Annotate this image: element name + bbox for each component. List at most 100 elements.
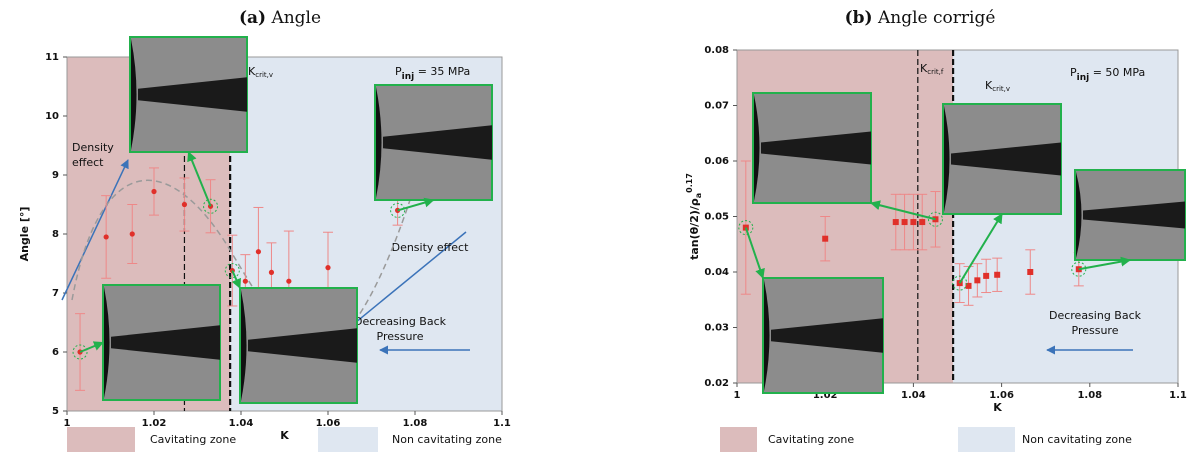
legend-swatch	[958, 427, 1015, 452]
spray-jet	[771, 318, 883, 353]
nozzle	[754, 95, 760, 201]
text-part: Angle [°]	[18, 207, 31, 262]
data-point	[910, 219, 917, 226]
y-tick-label: 7	[52, 288, 59, 299]
y-tick-label: 0.03	[704, 323, 729, 334]
y-tick-label: 6	[52, 347, 59, 358]
pressure-label: Pinj = 50 MPa	[1070, 66, 1145, 83]
critical-label: Kcrit,v	[248, 65, 273, 79]
link-arrow	[958, 213, 1003, 284]
text-part: crit,v	[255, 71, 273, 79]
y-axis-label: Angle [°]	[18, 207, 31, 262]
x-tick-label: 1.02	[813, 390, 838, 401]
highlight-ring	[224, 263, 240, 279]
y-tick-label: 9	[52, 170, 59, 181]
legend-label: Cavitating zone	[150, 433, 236, 446]
critical-label: Kcrit,f	[920, 62, 944, 76]
x-axis-label: K	[993, 401, 1002, 414]
x-tick-label: 1.08	[1077, 390, 1102, 401]
data-point	[892, 219, 899, 226]
link-arrow	[231, 270, 241, 289]
annotation: Decreasing Back	[1049, 309, 1142, 322]
legend-label: Non cavitating zone	[392, 433, 502, 446]
x-tick-label: 1.1	[1169, 390, 1187, 401]
nozzle	[104, 287, 110, 398]
y-tick-label: 0.05	[704, 212, 729, 223]
link-arrow	[1078, 256, 1131, 271]
text-part: K	[920, 62, 928, 75]
data-point	[965, 282, 972, 289]
data-point	[242, 278, 248, 284]
y-axis-label: tan(θ/2)/ρa0.17	[685, 173, 703, 260]
legend-swatch	[318, 427, 378, 452]
x-tick-label: 1.02	[142, 418, 167, 429]
spray-image	[762, 277, 884, 394]
spray-jet	[111, 325, 220, 360]
x-tick-label: 1.08	[403, 418, 428, 429]
data-point	[103, 234, 109, 240]
y-tick-label: 10	[45, 111, 59, 122]
spray-jet	[383, 125, 492, 160]
spray-jet	[951, 142, 1061, 176]
spray-jet	[248, 328, 357, 363]
nozzle	[944, 106, 950, 212]
spray-jet	[1083, 201, 1185, 229]
data-point	[181, 201, 188, 208]
text-part: Angle corrigé	[877, 8, 995, 28]
text-part: = 50 MPa	[1089, 66, 1145, 79]
text-part: = 35 MPa	[414, 65, 470, 78]
spray-image	[239, 287, 358, 404]
data-point	[268, 269, 275, 275]
link-arrow	[744, 227, 765, 279]
text-part: 0.17	[685, 173, 694, 193]
highlight-ring	[738, 220, 754, 236]
highlight-ring	[72, 344, 88, 360]
data-point	[286, 278, 292, 284]
x-tick-label: 1	[64, 418, 71, 429]
highlight-ring	[390, 202, 406, 218]
x-tick-label: 1.06	[316, 418, 341, 429]
data-point	[994, 271, 1001, 278]
spray-jet	[138, 77, 247, 112]
text-part: inj	[1077, 73, 1090, 83]
data-point	[1027, 269, 1034, 275]
x-tick-label: 1.06	[989, 390, 1014, 401]
y-tick-label: 0.06	[704, 156, 729, 167]
annotation: effect	[72, 156, 104, 169]
spray-image	[102, 284, 221, 401]
link-arrow	[870, 200, 936, 221]
text-part: a	[694, 193, 703, 198]
text-part: P	[1070, 66, 1077, 79]
nozzle	[376, 87, 382, 198]
legend-swatch	[67, 427, 135, 452]
text-part: Angle	[270, 8, 321, 28]
data-point	[974, 277, 981, 284]
y-tick-label: 11	[45, 52, 59, 63]
text-part: (a)	[239, 8, 266, 28]
data-point	[919, 219, 926, 226]
highlight-ring	[1071, 261, 1087, 277]
x-tick-label: 1	[734, 390, 741, 401]
data-point	[325, 265, 331, 271]
annotation: Decreasing Back	[354, 315, 447, 328]
annotation: Density	[72, 141, 114, 154]
text-part: (b)	[845, 8, 873, 28]
y-tick-label: 0.04	[704, 267, 729, 278]
legend-label: Cavitating zone	[768, 433, 854, 446]
legend-swatch	[720, 427, 757, 452]
text-part: tan(θ/2)/ρ	[688, 198, 701, 260]
legend-label: Non cavitating zone	[1022, 433, 1132, 446]
spray-image	[752, 92, 872, 204]
y-tick-label: 0.02	[704, 378, 729, 389]
annotation: Pressure	[1072, 324, 1119, 337]
data-point	[129, 231, 135, 237]
trend-arrow	[61, 159, 129, 301]
nozzle	[241, 290, 247, 401]
highlight-ring	[927, 211, 943, 227]
x-tick-label: 1.1	[493, 418, 511, 429]
data-point	[822, 235, 829, 242]
spray-jet	[761, 131, 871, 165]
text-part: K	[985, 79, 993, 92]
annotation: Density effect	[392, 241, 469, 254]
